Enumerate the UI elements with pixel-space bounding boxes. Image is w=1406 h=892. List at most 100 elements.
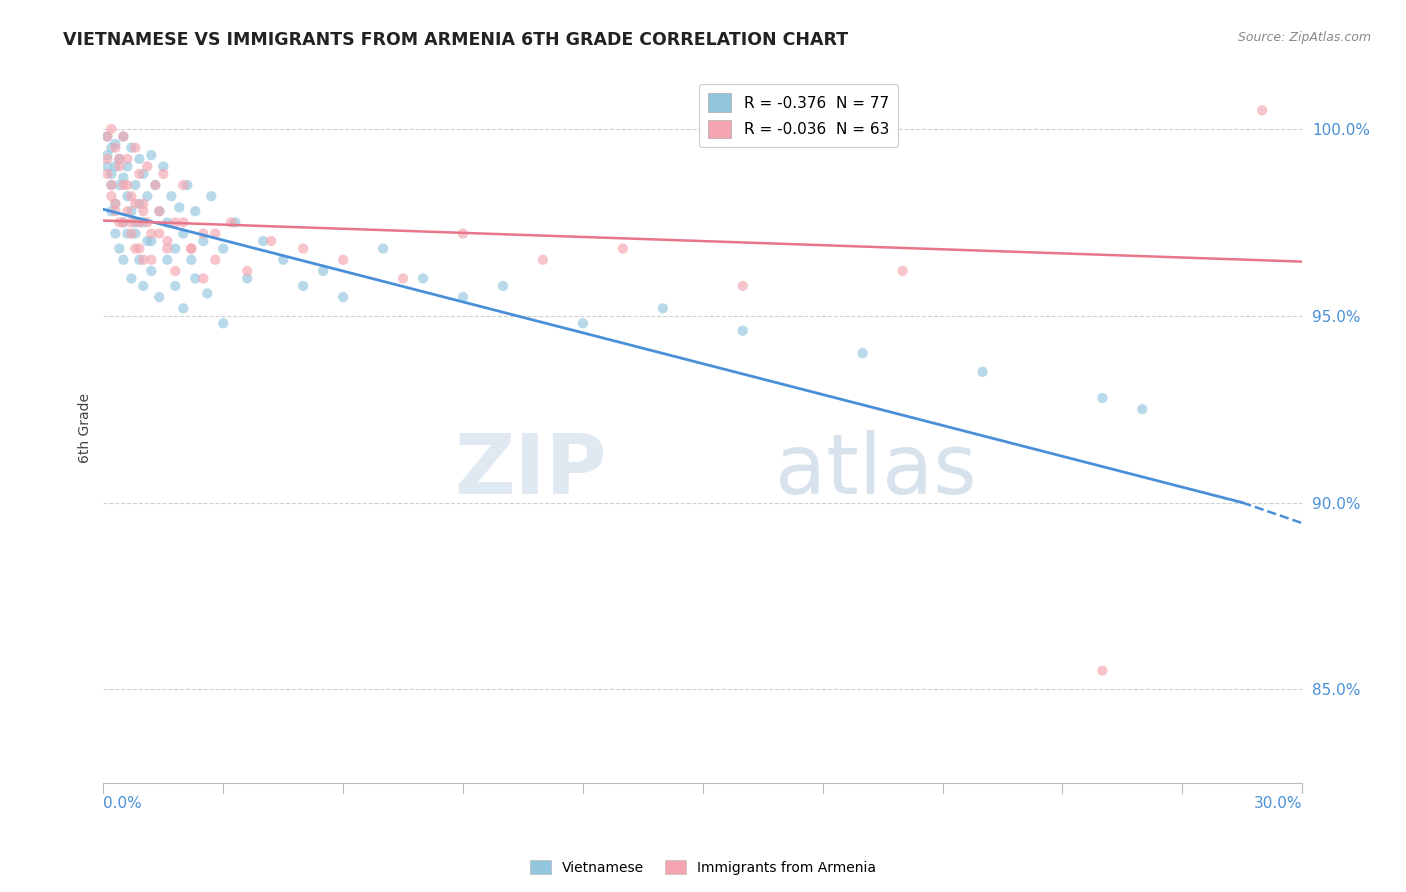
Point	[184, 271, 207, 285]
Text: 30.0%: 30.0%	[1254, 796, 1302, 811]
Point	[1091, 391, 1114, 405]
Point	[100, 178, 122, 192]
Point	[104, 141, 127, 155]
Point	[124, 227, 146, 241]
Point	[731, 324, 754, 338]
Point	[108, 242, 131, 256]
Point	[332, 290, 354, 304]
Point	[120, 215, 142, 229]
Point	[128, 167, 150, 181]
Point	[143, 178, 166, 192]
Point	[100, 167, 122, 181]
Point	[236, 264, 259, 278]
Point	[128, 215, 150, 229]
Text: atlas: atlas	[775, 430, 976, 511]
Point	[141, 264, 163, 278]
Point	[312, 264, 335, 278]
Point	[117, 227, 139, 241]
Point	[132, 196, 155, 211]
Point	[124, 141, 146, 155]
Point	[136, 189, 159, 203]
Point	[112, 252, 135, 267]
Point	[120, 141, 142, 155]
Point	[143, 178, 166, 192]
Legend: Vietnamese, Immigrants from Armenia: Vietnamese, Immigrants from Armenia	[524, 855, 882, 880]
Point	[193, 271, 215, 285]
Point	[169, 201, 191, 215]
Point	[271, 252, 294, 267]
Point	[204, 252, 226, 267]
Point	[128, 252, 150, 267]
Point	[160, 189, 183, 203]
Point	[112, 170, 135, 185]
Point	[128, 242, 150, 256]
Point	[156, 215, 179, 229]
Point	[117, 178, 139, 192]
Point	[332, 252, 354, 267]
Point	[108, 152, 131, 166]
Point	[152, 160, 174, 174]
Point	[260, 234, 283, 248]
Point	[100, 189, 122, 203]
Point	[1251, 103, 1274, 118]
Point	[108, 160, 131, 174]
Point	[104, 196, 127, 211]
Point	[172, 227, 194, 241]
Point	[112, 215, 135, 229]
Point	[1091, 664, 1114, 678]
Point	[195, 286, 218, 301]
Point	[451, 227, 474, 241]
Point	[124, 178, 146, 192]
Point	[132, 279, 155, 293]
Point	[165, 215, 187, 229]
Point	[891, 264, 914, 278]
Point	[100, 122, 122, 136]
Point	[96, 152, 118, 166]
Point	[108, 215, 131, 229]
Point	[156, 234, 179, 248]
Legend: R = -0.376  N = 77, R = -0.036  N = 63: R = -0.376 N = 77, R = -0.036 N = 63	[699, 84, 898, 147]
Point	[117, 160, 139, 174]
Point	[112, 129, 135, 144]
Point	[108, 152, 131, 166]
Point	[104, 227, 127, 241]
Text: ZIP: ZIP	[454, 430, 607, 511]
Point	[292, 279, 315, 293]
Point	[136, 234, 159, 248]
Point	[128, 196, 150, 211]
Text: VIETNAMESE VS IMMIGRANTS FROM ARMENIA 6TH GRADE CORRELATION CHART: VIETNAMESE VS IMMIGRANTS FROM ARMENIA 6T…	[63, 31, 848, 49]
Point	[120, 204, 142, 219]
Point	[172, 301, 194, 316]
Point	[148, 204, 170, 219]
Point	[108, 178, 131, 192]
Point	[193, 234, 215, 248]
Point	[200, 189, 222, 203]
Point	[96, 148, 118, 162]
Point	[371, 242, 394, 256]
Point	[100, 204, 122, 219]
Point	[1130, 402, 1153, 417]
Point	[156, 242, 179, 256]
Point	[112, 178, 135, 192]
Point	[165, 279, 187, 293]
Point	[224, 215, 246, 229]
Point	[212, 316, 235, 330]
Point	[180, 242, 202, 256]
Point	[96, 129, 118, 144]
Point	[852, 346, 875, 360]
Point	[236, 271, 259, 285]
Point	[96, 167, 118, 181]
Point	[492, 279, 515, 293]
Point	[124, 196, 146, 211]
Point	[124, 242, 146, 256]
Point	[112, 215, 135, 229]
Point	[219, 215, 242, 229]
Point	[132, 167, 155, 181]
Point	[120, 227, 142, 241]
Point	[132, 215, 155, 229]
Point	[972, 365, 994, 379]
Point	[117, 152, 139, 166]
Point	[392, 271, 415, 285]
Point	[176, 178, 198, 192]
Point	[117, 189, 139, 203]
